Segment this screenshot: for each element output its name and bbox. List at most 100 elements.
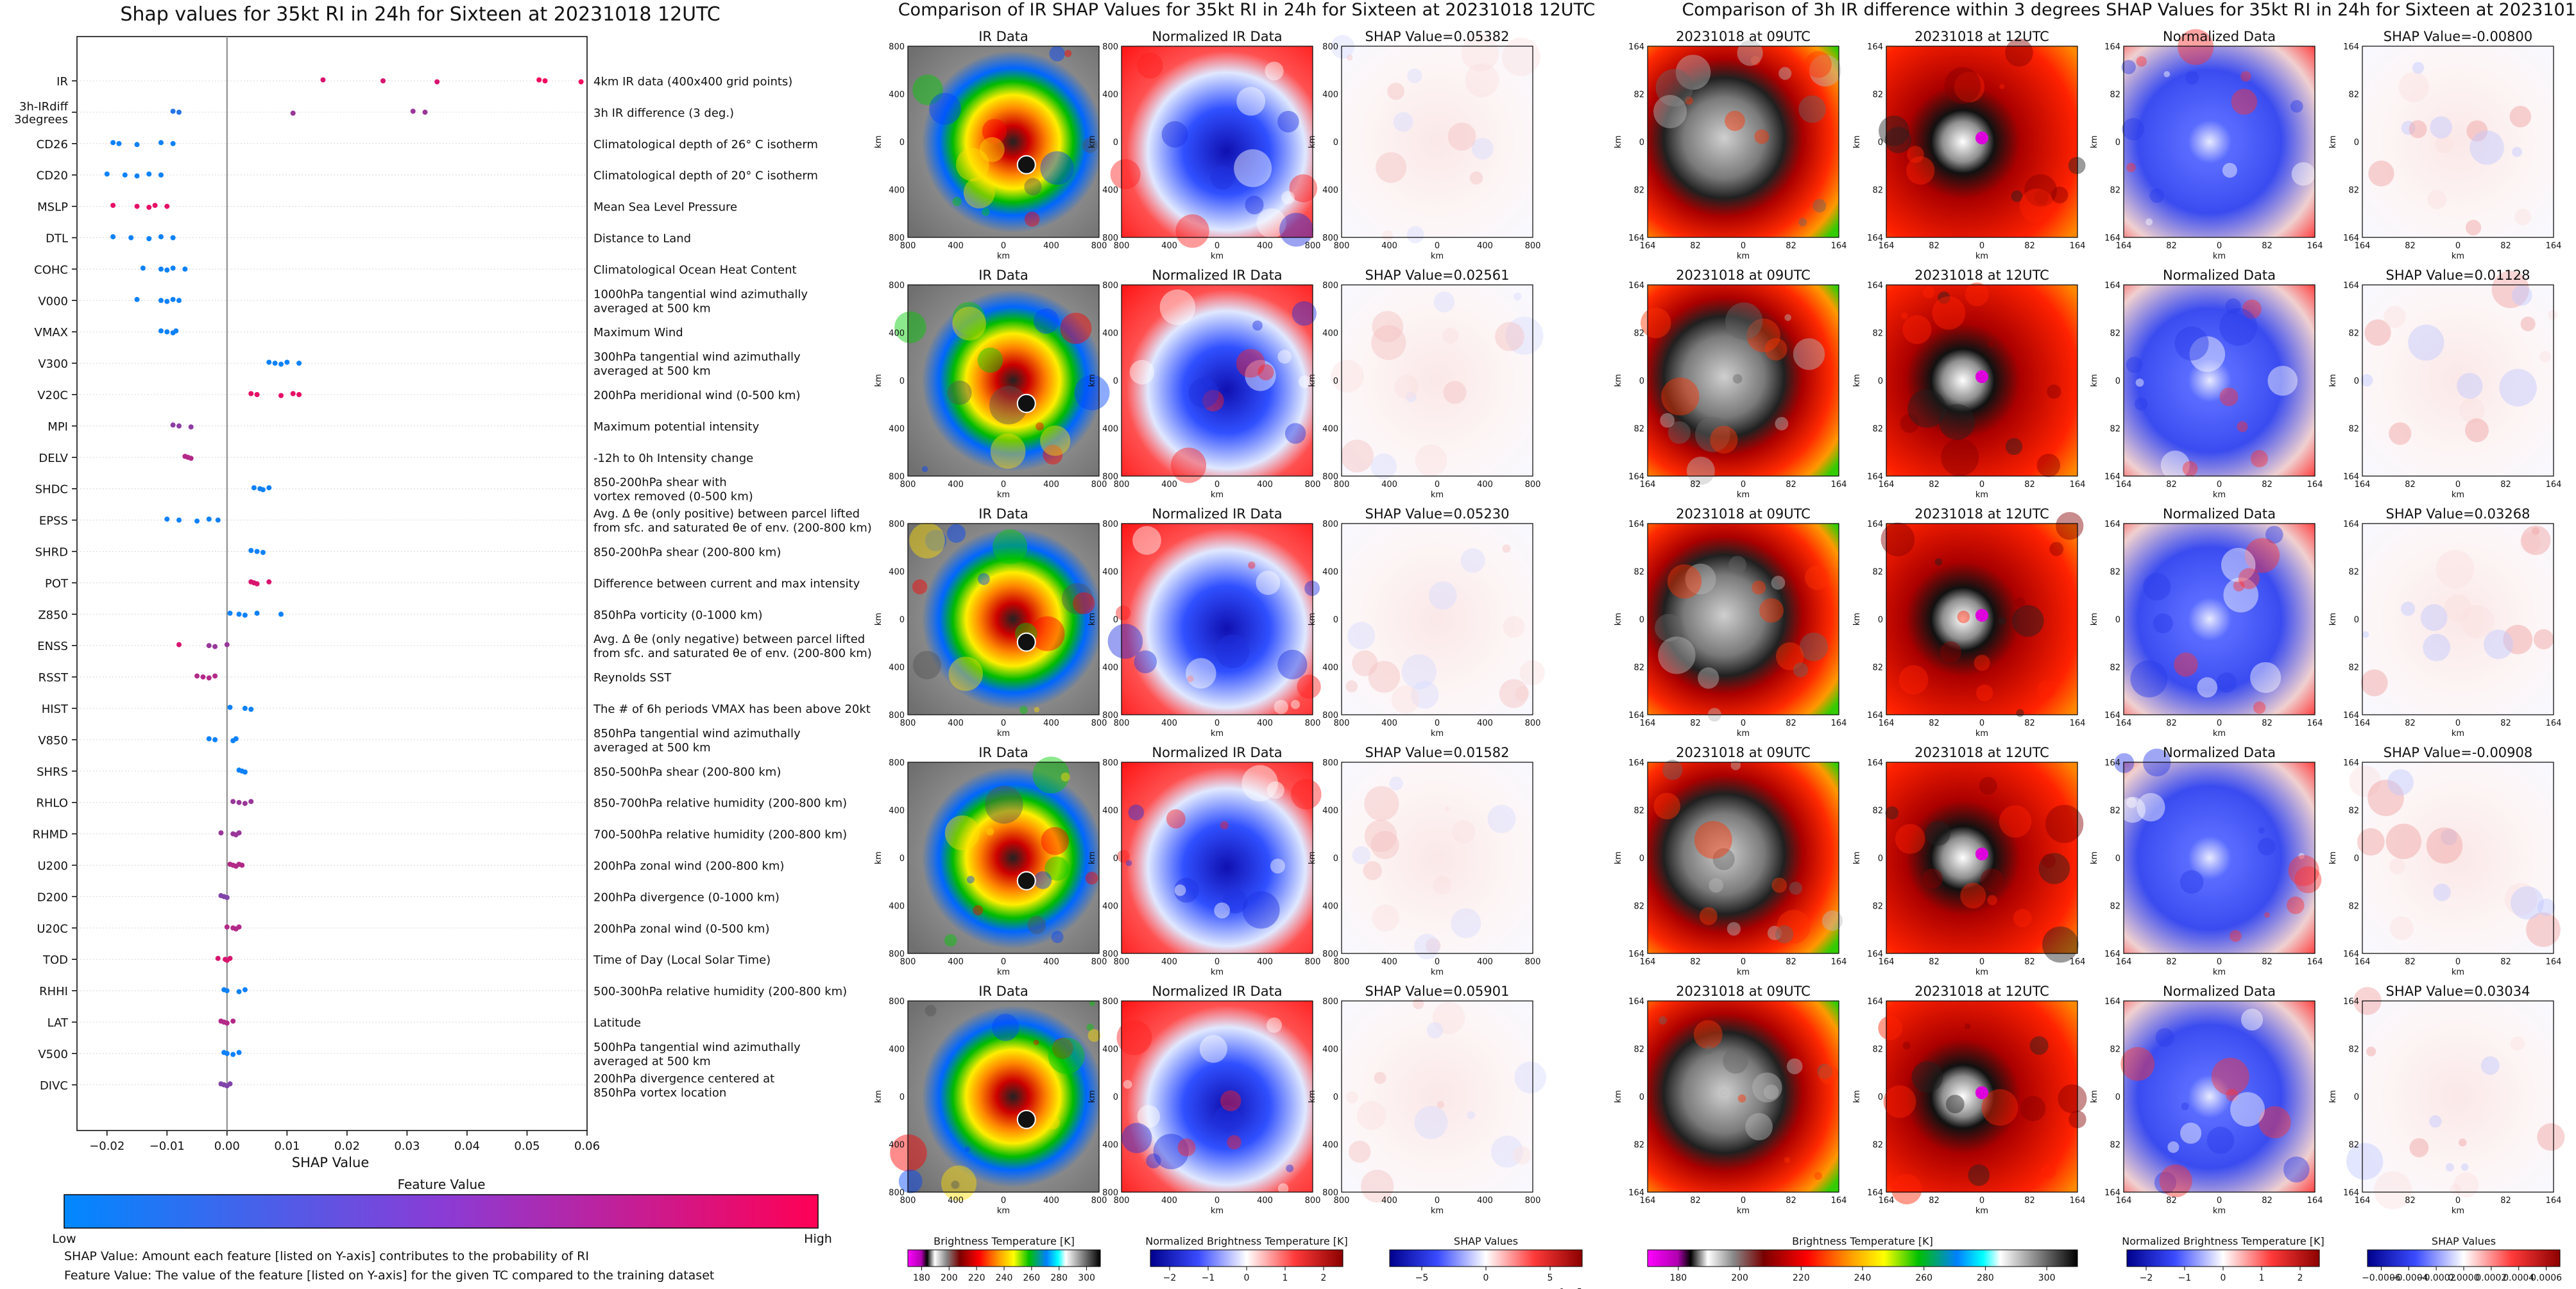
panel-y-tick: 82 xyxy=(2110,807,2120,816)
panel-x-tick: 400 xyxy=(1161,241,1177,251)
panel-x-label: km xyxy=(1211,1206,1224,1216)
texture-blob xyxy=(1778,67,1792,80)
panel-y-tick: 800 xyxy=(1102,997,1118,1007)
ir-shap-colorbar xyxy=(1389,1249,1583,1267)
shap-point xyxy=(410,108,416,114)
ir-shap-comparison: Comparison of IR SHAP Values for 35kt RI… xyxy=(874,0,1595,1289)
texture-blob xyxy=(1814,1172,1822,1180)
image-panel xyxy=(1122,285,1313,476)
feature-code-label: MPI xyxy=(47,420,68,434)
panel-y-label: km xyxy=(1614,613,1623,626)
panel-x-tick: 164 xyxy=(2116,957,2132,967)
diff-shap-colorbar-tick-label: 0.0006 xyxy=(2530,1273,2562,1283)
panel-y-tick: 82 xyxy=(1633,568,1644,577)
panel-y-tick: 800 xyxy=(1322,42,1338,52)
diff-norm-colorbar-tick-label: −1 xyxy=(2178,1273,2192,1283)
texture-blob xyxy=(1374,1071,1386,1084)
storm-eye xyxy=(1016,632,1036,652)
texture-blob xyxy=(2373,1171,2412,1209)
panel-x-tick: 164 xyxy=(2355,241,2371,251)
texture-blob xyxy=(2465,219,2482,235)
panel-x-tick: 164 xyxy=(1640,480,1656,490)
feature-description: averaged at 500 km xyxy=(593,741,711,755)
texture-blob xyxy=(2126,797,2138,808)
panel-title: IR Data xyxy=(978,984,1028,999)
image-panel xyxy=(2362,762,2554,953)
texture-blob xyxy=(1286,1165,1294,1173)
texture-blob xyxy=(1048,1037,1085,1074)
ir-shap-colorbar-tick-label: 5 xyxy=(1548,1273,1553,1283)
shap-point xyxy=(284,359,290,365)
texture-blob xyxy=(964,1146,971,1152)
texture-blob xyxy=(2244,538,2280,573)
shap-plot-frame xyxy=(76,36,588,1131)
shap-point xyxy=(242,612,248,618)
texture-blob xyxy=(2179,870,2204,894)
panel-y-tick: 800 xyxy=(1322,711,1338,721)
texture-blob xyxy=(1900,414,1920,433)
shap-point xyxy=(176,517,182,523)
x-tick-label: 0.03 xyxy=(394,1140,420,1153)
texture-blob xyxy=(1082,137,1098,153)
texture-blob xyxy=(2206,1127,2235,1154)
texture-blob xyxy=(1954,71,1985,103)
image-panel xyxy=(1122,524,1313,715)
texture-blob xyxy=(2435,135,2453,154)
panel-y-tick: 800 xyxy=(1322,520,1338,529)
panel-title: Normalized Data xyxy=(2163,745,2276,760)
panel-y-tick: 0 xyxy=(900,138,905,148)
ir-bt-colorbar xyxy=(907,1249,1101,1267)
feature-code-label: COHC xyxy=(34,263,68,277)
texture-blob xyxy=(1061,583,1093,615)
panel-y-tick: 164 xyxy=(2343,234,2359,243)
panel-y-label: km xyxy=(1088,374,1097,387)
panel-title: IR Data xyxy=(978,268,1028,283)
panel-title: Normalized IR Data xyxy=(1152,506,1282,522)
texture-blob xyxy=(1352,650,1378,676)
texture-blob xyxy=(2409,1138,2429,1157)
texture-blob xyxy=(1234,149,1272,187)
panel-x-tick: 82 xyxy=(2024,480,2035,490)
texture-blob xyxy=(1032,756,1070,794)
panel-x-label: km xyxy=(2452,252,2464,261)
image-panel xyxy=(1122,46,1313,237)
texture-blob xyxy=(2038,853,2070,884)
texture-blob xyxy=(912,651,942,679)
feature-code-label: RHLO xyxy=(36,797,68,810)
texture-blob xyxy=(1786,1058,1803,1075)
texture-blob xyxy=(1730,760,1741,771)
texture-blob xyxy=(1891,1174,1922,1205)
panel-y-tick: 0 xyxy=(1878,615,1883,625)
panel-x-tick: 400 xyxy=(1257,957,1273,967)
panel-title: SHAP Value=-0.00800 xyxy=(2384,29,2533,44)
panel-y-tick: 800 xyxy=(889,997,905,1007)
panel-x-label: km xyxy=(1211,490,1224,500)
texture-blob xyxy=(1426,1022,1444,1039)
texture-blob xyxy=(1027,916,1046,934)
x-tick-label: −0.01 xyxy=(149,1140,185,1153)
texture-blob xyxy=(1215,635,1249,669)
texture-blob xyxy=(1279,212,1313,247)
shap-point xyxy=(158,298,164,303)
panel-y-tick: 400 xyxy=(1322,1045,1338,1055)
texture-blob xyxy=(1132,525,1161,555)
shap-point xyxy=(227,704,233,710)
texture-blob xyxy=(1793,338,1825,370)
panel-x-tick: 82 xyxy=(2166,480,2177,490)
texture-blob xyxy=(1883,1085,1916,1118)
texture-blob xyxy=(1987,895,1997,905)
texture-blob xyxy=(2253,701,2266,714)
texture-blob xyxy=(1514,1061,1546,1094)
panel-x-tick: 82 xyxy=(1929,957,1940,967)
image-panel-frame xyxy=(1121,46,1313,238)
panel-x-tick: 400 xyxy=(1161,480,1177,490)
panel-y-tick: 164 xyxy=(1628,234,1644,243)
panel-title: SHAP Value=0.02561 xyxy=(1365,268,1510,283)
feature-description: -12h to 0h Intensity change xyxy=(593,452,753,465)
texture-blob xyxy=(2229,930,2242,943)
panel-x-label: km xyxy=(1737,968,1750,977)
texture-blob xyxy=(2346,1143,2384,1180)
panel-y-tick: 82 xyxy=(1633,425,1644,434)
panel-x-tick: 0 xyxy=(1001,719,1006,728)
